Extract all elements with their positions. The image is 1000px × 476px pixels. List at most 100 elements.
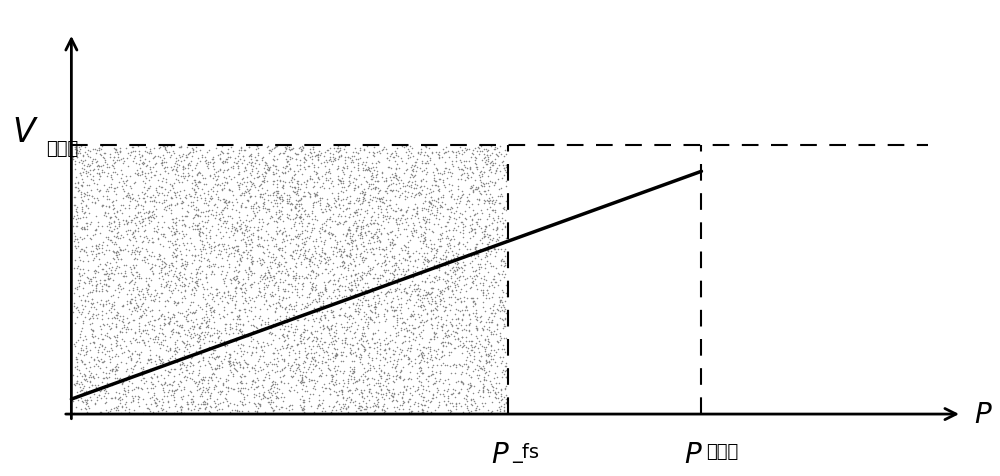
Point <box>385 294 401 302</box>
Point <box>201 315 217 323</box>
Point <box>428 215 444 223</box>
Point <box>265 162 281 170</box>
Point <box>458 303 474 310</box>
Point <box>206 318 222 326</box>
Point <box>232 320 248 328</box>
Point <box>435 335 451 342</box>
Point <box>191 257 207 264</box>
Point <box>188 162 204 169</box>
Point <box>252 256 268 264</box>
Point <box>84 327 100 334</box>
Point <box>131 248 147 256</box>
Point <box>300 334 316 342</box>
Point <box>320 203 336 211</box>
Point <box>202 249 218 257</box>
Point <box>134 256 150 264</box>
Point <box>231 147 247 154</box>
Point <box>306 198 322 206</box>
Point <box>74 206 90 214</box>
Point <box>148 403 164 410</box>
Point <box>286 168 302 176</box>
Point <box>194 280 210 288</box>
Point <box>235 341 251 349</box>
Point <box>394 219 410 227</box>
Point <box>260 192 276 199</box>
Point <box>281 211 297 219</box>
Point <box>460 197 476 205</box>
Point <box>252 278 268 285</box>
Point <box>185 226 201 234</box>
Point <box>238 217 254 224</box>
Point <box>264 404 280 412</box>
Point <box>196 331 212 339</box>
Point <box>75 291 91 299</box>
Point <box>494 215 510 222</box>
Point <box>448 316 464 323</box>
Point <box>401 395 417 403</box>
Point <box>211 352 227 360</box>
Point <box>284 343 300 350</box>
Point <box>490 153 506 161</box>
Point <box>155 405 171 413</box>
Point <box>101 184 117 191</box>
Point <box>214 363 230 371</box>
Point <box>291 253 307 260</box>
Point <box>331 202 347 210</box>
Point <box>354 393 370 400</box>
Point <box>485 356 501 363</box>
Point <box>310 341 326 348</box>
Point <box>367 304 383 311</box>
Point <box>441 380 457 388</box>
Point <box>484 399 500 407</box>
Point <box>250 339 266 347</box>
Point <box>108 311 124 319</box>
Point <box>230 242 246 250</box>
Point <box>71 144 87 152</box>
Point <box>313 329 329 337</box>
Point <box>296 304 312 312</box>
Point <box>181 369 197 377</box>
Point <box>469 403 485 410</box>
Point <box>357 286 373 294</box>
Point <box>465 310 481 317</box>
Point <box>95 238 111 246</box>
Point <box>494 373 510 381</box>
Point <box>352 251 368 258</box>
Point <box>257 408 273 416</box>
Point <box>360 302 376 310</box>
Point <box>370 299 386 307</box>
Point <box>94 167 110 174</box>
Point <box>192 270 208 278</box>
Point <box>280 327 296 335</box>
Point <box>434 348 450 356</box>
Point <box>156 143 172 151</box>
Point <box>374 259 390 267</box>
Point <box>303 328 319 336</box>
Point <box>339 205 355 212</box>
Point <box>230 342 246 349</box>
Point <box>119 177 135 185</box>
Point <box>197 197 213 205</box>
Point <box>141 158 157 166</box>
Point <box>174 324 190 331</box>
Point <box>352 356 368 363</box>
Point <box>302 361 318 368</box>
Point <box>338 232 354 239</box>
Point <box>297 207 313 214</box>
Point <box>387 208 403 216</box>
Point <box>169 201 185 208</box>
Point <box>358 222 374 229</box>
Point <box>369 261 385 268</box>
Point <box>84 332 100 339</box>
Point <box>355 194 371 201</box>
Point <box>426 261 442 269</box>
Point <box>411 340 427 347</box>
Point <box>159 382 175 389</box>
Point <box>265 301 281 308</box>
Point <box>334 282 350 290</box>
Point <box>450 342 466 350</box>
Point <box>460 362 476 370</box>
Point <box>335 179 351 187</box>
Point <box>432 370 448 377</box>
Point <box>428 198 444 205</box>
